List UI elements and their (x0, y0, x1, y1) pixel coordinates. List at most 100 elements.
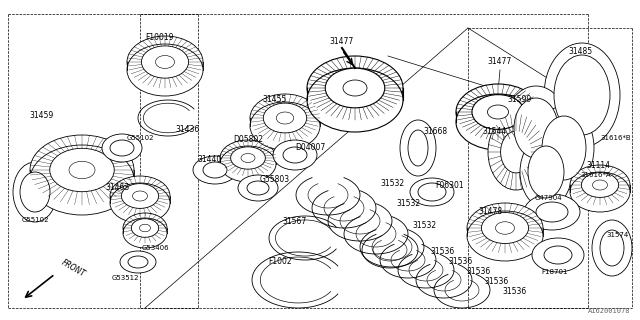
Text: F18701: F18701 (541, 269, 568, 275)
Ellipse shape (128, 256, 148, 268)
Text: 31532: 31532 (396, 199, 420, 209)
Ellipse shape (592, 220, 632, 276)
Ellipse shape (325, 68, 385, 108)
Ellipse shape (532, 238, 584, 272)
Ellipse shape (283, 147, 307, 163)
Ellipse shape (140, 224, 150, 232)
Ellipse shape (536, 202, 568, 222)
Ellipse shape (250, 102, 320, 150)
Ellipse shape (127, 36, 203, 88)
Text: G53406: G53406 (141, 245, 169, 251)
Ellipse shape (481, 212, 529, 244)
Ellipse shape (400, 120, 436, 176)
Ellipse shape (30, 135, 134, 205)
Text: 31477: 31477 (488, 58, 512, 67)
Ellipse shape (120, 251, 156, 273)
Ellipse shape (534, 106, 594, 190)
Ellipse shape (13, 162, 57, 222)
Ellipse shape (20, 172, 50, 212)
Ellipse shape (554, 55, 610, 135)
Ellipse shape (488, 114, 544, 190)
Ellipse shape (123, 218, 167, 248)
Text: 31436: 31436 (176, 125, 200, 134)
Ellipse shape (247, 181, 269, 195)
Ellipse shape (542, 116, 586, 180)
Ellipse shape (69, 161, 95, 179)
Ellipse shape (110, 140, 134, 156)
Text: D04007: D04007 (295, 143, 325, 153)
Ellipse shape (544, 246, 572, 264)
Text: 31459: 31459 (30, 110, 54, 119)
Ellipse shape (238, 175, 278, 201)
Ellipse shape (276, 112, 294, 124)
Ellipse shape (127, 44, 203, 96)
Text: 31574: 31574 (607, 232, 629, 238)
Ellipse shape (123, 213, 167, 243)
Ellipse shape (220, 146, 276, 182)
Text: D05802: D05802 (233, 135, 263, 145)
Ellipse shape (131, 219, 159, 237)
Ellipse shape (593, 180, 607, 190)
Ellipse shape (141, 46, 189, 78)
Text: 31599: 31599 (508, 95, 532, 105)
Text: 31616*A: 31616*A (580, 172, 611, 178)
Ellipse shape (410, 178, 454, 206)
Ellipse shape (514, 98, 558, 158)
Ellipse shape (122, 184, 159, 208)
Ellipse shape (467, 211, 543, 261)
Text: G55803: G55803 (260, 175, 290, 185)
Text: FRONT: FRONT (60, 258, 87, 278)
Ellipse shape (500, 131, 531, 173)
Text: F10019: F10019 (146, 34, 174, 43)
Ellipse shape (102, 134, 142, 162)
Text: G53512: G53512 (111, 275, 139, 281)
Ellipse shape (273, 140, 317, 170)
Ellipse shape (110, 183, 170, 223)
Text: 31567: 31567 (283, 218, 307, 227)
Text: 31440: 31440 (198, 156, 222, 164)
Text: 31668: 31668 (423, 127, 447, 137)
Text: 31478: 31478 (478, 207, 502, 217)
Text: 31485: 31485 (568, 47, 592, 57)
Text: 31463: 31463 (106, 183, 130, 193)
Ellipse shape (230, 147, 266, 169)
Text: 31536: 31536 (502, 287, 526, 297)
Ellipse shape (495, 222, 515, 234)
Ellipse shape (467, 203, 543, 253)
Text: A162001078: A162001078 (588, 308, 630, 314)
Ellipse shape (600, 230, 624, 266)
Text: 31532: 31532 (380, 179, 404, 188)
Ellipse shape (528, 146, 564, 198)
Text: 31455: 31455 (263, 95, 287, 105)
Text: 31477: 31477 (330, 37, 354, 46)
Text: 31536: 31536 (430, 247, 454, 257)
Ellipse shape (488, 105, 509, 119)
Ellipse shape (544, 43, 620, 147)
Text: 31536: 31536 (448, 258, 472, 267)
Ellipse shape (472, 95, 524, 129)
Text: 31616*B: 31616*B (600, 135, 630, 141)
Ellipse shape (520, 136, 572, 208)
Ellipse shape (307, 56, 403, 120)
Ellipse shape (418, 183, 446, 201)
Ellipse shape (456, 84, 540, 140)
Text: 31114: 31114 (586, 161, 610, 170)
Ellipse shape (110, 176, 170, 216)
Text: F1002: F1002 (268, 258, 292, 267)
Text: F06301: F06301 (436, 180, 464, 189)
Text: G55102: G55102 (126, 135, 154, 141)
Ellipse shape (50, 148, 115, 192)
Ellipse shape (408, 130, 428, 166)
Text: G47904: G47904 (534, 195, 562, 201)
Ellipse shape (570, 172, 630, 212)
Ellipse shape (456, 94, 540, 150)
Ellipse shape (132, 191, 147, 201)
Ellipse shape (263, 103, 307, 133)
Ellipse shape (220, 140, 276, 176)
Ellipse shape (156, 55, 175, 68)
Ellipse shape (307, 68, 403, 132)
Text: 31536: 31536 (466, 268, 490, 276)
Ellipse shape (524, 194, 580, 230)
Text: 31536: 31536 (484, 277, 508, 286)
Ellipse shape (241, 154, 255, 163)
